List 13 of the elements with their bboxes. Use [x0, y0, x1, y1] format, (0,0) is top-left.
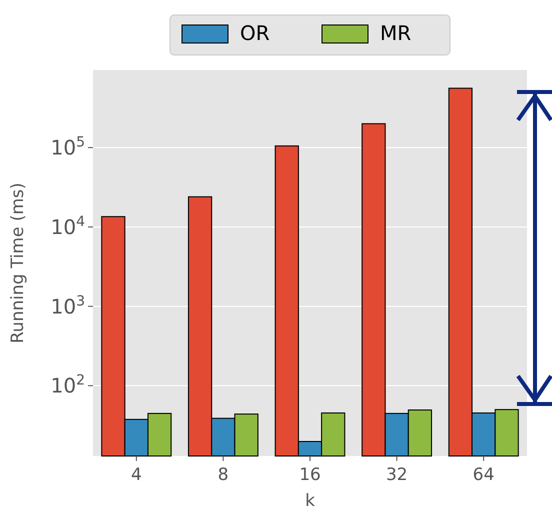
y-axis-title: Running Time (ms): [8, 182, 28, 344]
legend-label: OR: [240, 21, 270, 45]
legend-label: MR: [380, 21, 412, 45]
y-tick-label: 10$^{2}$: [50, 372, 85, 398]
x-tick-label: 16: [299, 465, 321, 485]
x-axis-title: k: [305, 491, 316, 511]
x-tick-label: 8: [218, 465, 229, 485]
x-tick-label: 64: [472, 465, 494, 485]
y-tick-label: 10$^{5}$: [50, 134, 85, 160]
y-tick-label: 10$^{4}$: [50, 214, 86, 239]
y-tick-label: 10$^{3}$: [50, 293, 85, 318]
x-tick-label: 4: [130, 465, 142, 485]
x-tick-label: 32: [386, 465, 408, 485]
